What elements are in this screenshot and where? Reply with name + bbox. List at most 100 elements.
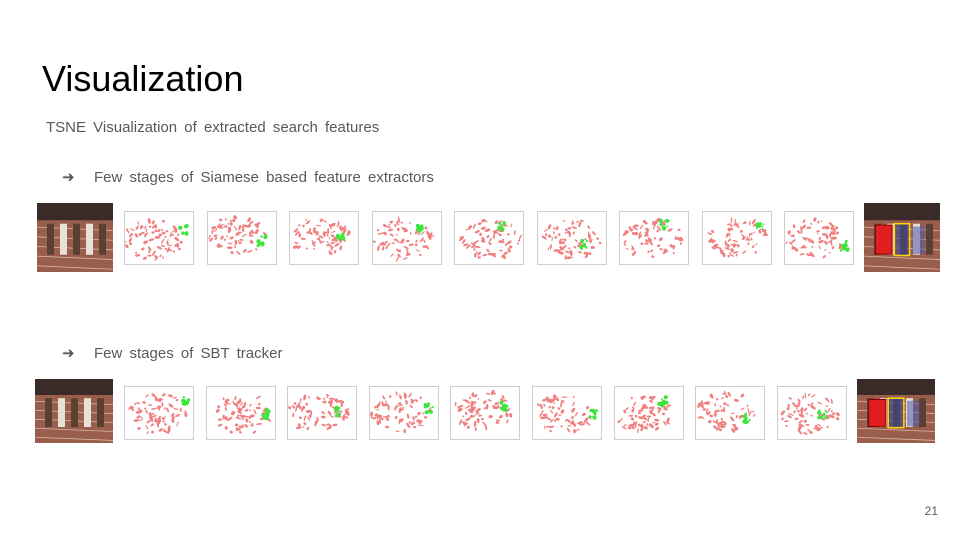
tsne-target-point — [337, 410, 340, 413]
tsne-point — [696, 402, 700, 408]
tsne-point — [154, 419, 158, 423]
tsne-point — [553, 227, 556, 230]
tsne-point — [588, 252, 592, 255]
tsne-point — [333, 398, 338, 403]
tsne-point — [552, 395, 556, 400]
tsne-point — [568, 230, 571, 238]
tsne-point — [827, 407, 831, 413]
tsne-point — [659, 248, 663, 251]
tsne-point — [171, 412, 175, 418]
tsne-point — [385, 425, 390, 429]
tsne-point — [154, 229, 158, 233]
tsne-point — [486, 392, 491, 395]
tsne-point — [578, 221, 582, 228]
tsne-point — [328, 237, 331, 240]
tsne-plot — [124, 386, 194, 440]
bullet-sbt: ➜ Few stages of SBT tracker — [62, 344, 282, 362]
tsne-point — [223, 225, 227, 228]
tsne-point — [721, 397, 724, 400]
tsne-point — [220, 224, 224, 227]
tsne-point — [649, 399, 653, 403]
tsne-point — [473, 420, 477, 427]
tsne-target-point — [839, 249, 843, 252]
tsne-point — [543, 404, 546, 407]
tsne-target-point — [182, 396, 185, 399]
tsne-point — [418, 421, 423, 425]
tsne-point — [729, 416, 735, 422]
tsne-point — [138, 419, 144, 421]
tsne-point — [465, 417, 471, 422]
tsne-point — [152, 224, 158, 229]
tsne-plot — [454, 211, 524, 265]
tsne-point — [464, 399, 470, 404]
tsne-point — [835, 226, 839, 230]
tsne-point — [663, 407, 668, 411]
tsne-point — [496, 419, 501, 421]
tsne-point — [161, 417, 165, 420]
tsne-point — [251, 422, 254, 427]
tsne-point — [252, 430, 256, 434]
tsne-point — [653, 224, 655, 230]
tsne-point — [215, 236, 218, 240]
tsne-target-point — [182, 232, 185, 235]
tsne-point — [137, 221, 140, 226]
tsne-point — [719, 428, 722, 432]
tsne-point — [538, 404, 543, 407]
tsne-point — [471, 244, 475, 249]
tsne-point — [658, 237, 663, 242]
tsne-point — [506, 240, 512, 245]
tsne-target-point — [178, 225, 183, 230]
tsne-point — [344, 411, 350, 416]
tsne-point — [623, 240, 627, 244]
tsne-point — [380, 243, 386, 246]
tsne-point — [822, 255, 826, 259]
tsne-point — [480, 239, 486, 243]
tsne-point — [135, 225, 139, 230]
tsne-point — [498, 241, 502, 243]
tsne-point — [405, 253, 411, 257]
tsne-point — [134, 402, 138, 406]
tsne-point — [832, 412, 836, 415]
tsne-point — [830, 410, 833, 413]
tracking-box — [887, 397, 905, 429]
tsne-point — [508, 249, 511, 253]
tsne-point — [475, 251, 478, 254]
tsne-target-point — [184, 225, 187, 228]
tsne-plot — [619, 211, 689, 265]
tsne-target-point — [334, 414, 337, 418]
tsne-point — [638, 409, 644, 412]
tsne-point — [642, 219, 646, 224]
tsne-point — [836, 231, 840, 235]
tsne-point — [469, 414, 473, 418]
tsne-point — [758, 228, 762, 232]
tsne-point — [571, 226, 578, 229]
tsne-point — [327, 399, 333, 404]
tsne-point — [162, 420, 166, 423]
tsne-point — [316, 398, 321, 401]
tracking-box — [893, 222, 911, 257]
tsne-point — [232, 400, 236, 406]
tsne-target-point — [663, 395, 668, 400]
tsne-point — [643, 405, 649, 409]
tsne-point — [211, 229, 214, 235]
tsne-target-point — [844, 239, 848, 243]
tsne-point — [802, 395, 805, 399]
tsne-point — [140, 409, 143, 413]
tsne-point — [555, 397, 560, 402]
tsne-point — [800, 408, 803, 414]
tsne-point — [466, 425, 470, 429]
tsne-point — [208, 234, 211, 240]
tsne-point — [751, 245, 755, 249]
tsne-point — [144, 232, 148, 236]
tsne-point — [147, 246, 152, 251]
tsne-point — [306, 426, 310, 431]
tsne-point — [249, 403, 252, 407]
tsne-point — [462, 422, 466, 425]
tsne-point — [258, 402, 261, 406]
tsne-point — [810, 402, 814, 407]
tsne-point — [830, 241, 833, 247]
tsne-point — [300, 237, 306, 240]
tsne-point — [385, 400, 388, 406]
tsne-point — [824, 240, 828, 245]
tsne-point — [125, 240, 127, 243]
